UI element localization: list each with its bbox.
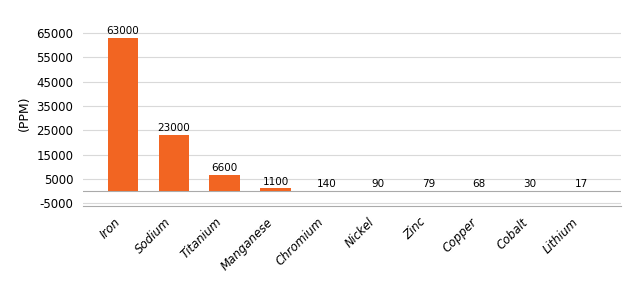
Bar (209, 175, 240, 191)
Text: 79: 79 (422, 179, 435, 189)
Y-axis label: (PPM): (PPM) (18, 96, 31, 131)
Text: 1100: 1100 (262, 176, 289, 187)
Text: 63000: 63000 (106, 26, 140, 36)
Bar (159, 135, 189, 191)
Text: 17: 17 (575, 179, 588, 189)
Text: 23000: 23000 (157, 123, 190, 133)
Bar (260, 188, 291, 191)
Text: 90: 90 (371, 179, 384, 189)
Text: 30: 30 (524, 179, 537, 189)
Text: 140: 140 (317, 179, 337, 189)
Bar (108, 38, 138, 191)
Text: 68: 68 (473, 179, 486, 189)
Text: 6600: 6600 (212, 163, 238, 173)
